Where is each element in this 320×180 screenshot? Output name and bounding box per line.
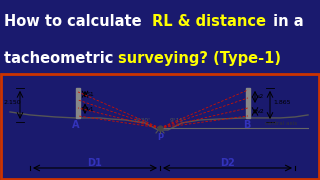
Bar (76, 88, 80, 118)
Bar (246, 88, 250, 118)
Text: v1: v1 (87, 107, 95, 112)
Text: s2: s2 (257, 94, 264, 99)
Text: A: A (72, 120, 80, 130)
Text: B: B (243, 120, 251, 130)
Text: D2: D2 (220, 158, 235, 168)
Text: RL & distance: RL & distance (152, 14, 266, 29)
Text: 1.865: 1.865 (273, 100, 291, 105)
Text: S1: S1 (87, 92, 95, 97)
Text: v2: v2 (257, 109, 265, 114)
Text: P: P (157, 133, 163, 142)
Text: How to calculate: How to calculate (4, 14, 147, 29)
Text: tacheometric: tacheometric (4, 51, 118, 66)
Text: surveying? (Type-1): surveying? (Type-1) (118, 51, 281, 66)
Text: 9°15': 9°15' (170, 118, 186, 123)
Text: 6°30': 6°30' (135, 118, 151, 123)
Text: central axis: central axis (265, 121, 297, 126)
Text: 2.150: 2.150 (4, 100, 22, 105)
Text: in a: in a (268, 14, 304, 29)
Text: D1: D1 (88, 158, 102, 168)
